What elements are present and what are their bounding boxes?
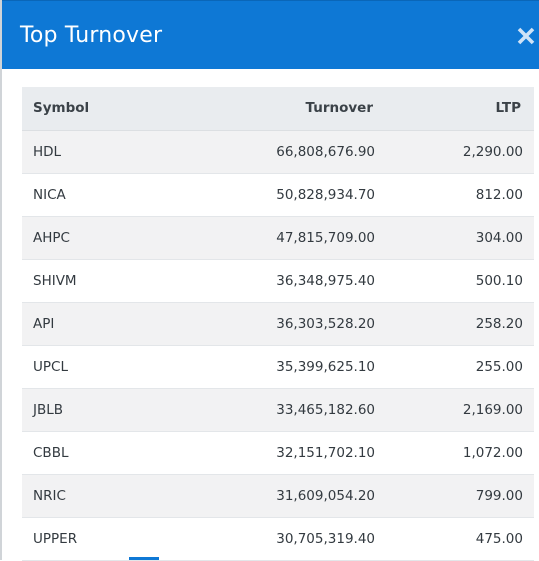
table-row[interactable]: HDL 66,808,676.90 2,290.00	[22, 130, 534, 173]
close-button[interactable]	[515, 25, 537, 47]
table-row[interactable]: JBLB 33,465,182.60 2,169.00	[22, 388, 534, 431]
scroll-indicator[interactable]	[129, 557, 159, 560]
cell-ltp: 2,290.00	[462, 143, 523, 160]
cell-symbol: JBLB	[33, 401, 64, 418]
cell-turnover: 33,465,182.60	[276, 401, 375, 418]
cell-turnover: 35,399,625.10	[276, 358, 375, 375]
table-row[interactable]: API 36,303,528.20 258.20	[22, 302, 534, 345]
cell-ltp: 255.00	[475, 358, 523, 375]
cell-symbol: NICA	[33, 186, 66, 203]
modal-header: Top Turnover	[2, 0, 539, 69]
table-row[interactable]: UPPER 30,705,319.40 475.00	[22, 517, 534, 560]
cell-ltp: 812.00	[475, 186, 523, 203]
cell-symbol: UPCL	[33, 358, 68, 375]
modal-title: Top Turnover	[20, 23, 163, 48]
cell-ltp: 304.00	[475, 229, 523, 246]
cell-symbol: NRIC	[33, 487, 66, 504]
cell-turnover: 30,705,319.40	[276, 530, 375, 547]
turnover-table: Symbol Turnover LTP HDL 66,808,676.90 2,29…	[22, 87, 534, 561]
cell-ltp: 475.00	[475, 530, 523, 547]
cell-ltp: 500.10	[475, 272, 523, 289]
cell-turnover: 50,828,934.70	[276, 186, 375, 203]
cell-ltp: 2,169.00	[462, 401, 523, 418]
cell-turnover: 31,609,054.20	[276, 487, 375, 504]
table-row[interactable]: AHPC 47,815,709.00 304.00	[22, 216, 534, 259]
table-body: HDL 66,808,676.90 2,290.00 NICA 50,828,934.7…	[22, 130, 534, 560]
cell-turnover: 32,151,702.10	[276, 444, 375, 461]
cell-symbol: HDL	[33, 143, 62, 160]
cell-turnover: 36,303,528.20	[276, 315, 375, 332]
table-row[interactable]: CBBL 32,151,702.10 1,072.00	[22, 431, 534, 474]
column-header-turnover[interactable]: Turnover	[172, 87, 375, 131]
table-row[interactable]: UPCL 35,399,625.10 255.00	[22, 345, 534, 388]
close-icon	[517, 27, 535, 45]
table-row[interactable]: NRIC 31,609,054.20 799.00	[22, 474, 534, 517]
table-row[interactable]: NICA 50,828,934.70 812.00	[22, 173, 534, 216]
cell-symbol: UPPER	[33, 530, 78, 547]
turnover-table-container: Symbol Turnover LTP HDL 66,808,676.90 2,29…	[22, 87, 534, 561]
cell-ltp: 1,072.00	[462, 444, 523, 461]
cell-symbol: AHPC	[33, 229, 70, 246]
cell-ltp: 799.00	[475, 487, 523, 504]
cell-ltp: 258.20	[475, 315, 523, 332]
column-header-symbol[interactable]: Symbol	[22, 87, 172, 131]
cell-turnover: 36,348,975.40	[276, 272, 375, 289]
cell-turnover: 47,815,709.00	[276, 229, 375, 246]
cell-symbol: SHIVM	[33, 272, 77, 289]
cell-symbol: CBBL	[33, 444, 69, 461]
table-row[interactable]: SHIVM 36,348,975.40 500.10	[22, 259, 534, 302]
table-header-row: Symbol Turnover LTP	[22, 87, 534, 131]
cell-symbol: API	[33, 315, 55, 332]
column-header-ltp[interactable]: LTP	[375, 87, 534, 131]
cell-turnover: 66,808,676.90	[276, 143, 375, 160]
